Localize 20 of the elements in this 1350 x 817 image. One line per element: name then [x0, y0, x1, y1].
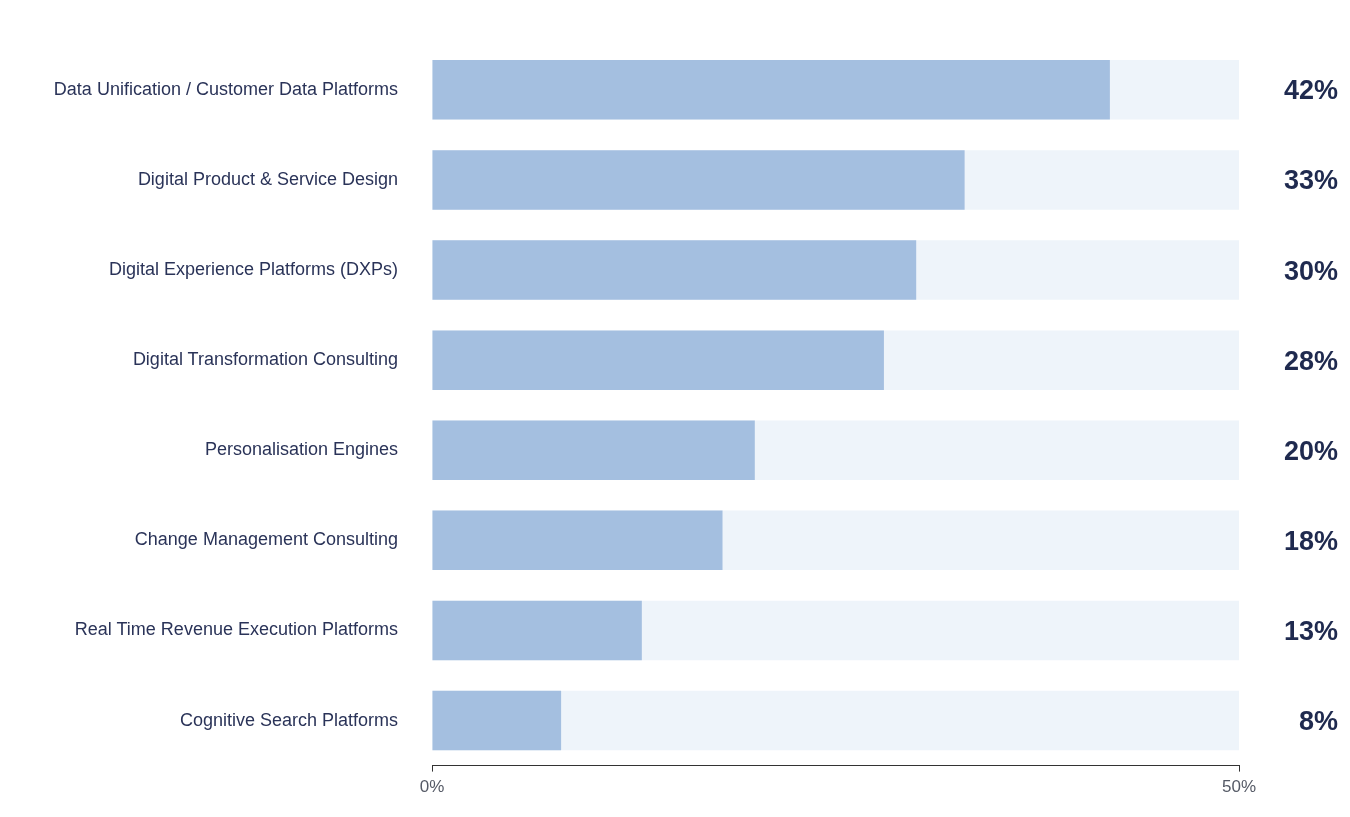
y-tick-label: Personalisation Engines: [204, 439, 398, 460]
data-label: 18%: [1283, 525, 1338, 556]
y-tick-label: Cognitive Search Platforms: [179, 709, 398, 730]
data-label: 13%: [1283, 615, 1338, 646]
data-label: 33%: [1283, 165, 1338, 196]
bar: [432, 690, 562, 751]
y-tick-label: Digital Transformation Consulting: [132, 349, 398, 370]
x-tick-label: 50%: [1221, 777, 1257, 797]
y-tick-label: Change Management Consulting: [134, 529, 398, 550]
y-tick-label: Data Unification / Customer Data Platforms: [53, 78, 398, 99]
y-tick-label: Digital Product & Service Design: [137, 168, 398, 189]
y-tick-label: Digital Experience Platforms (DXPs): [108, 259, 398, 280]
data-label: 20%: [1283, 435, 1338, 466]
bar: [432, 600, 642, 661]
data-label: 42%: [1283, 75, 1338, 106]
y-tick-label: Real Time Revenue Execution Platforms: [74, 619, 398, 640]
x-tick-label: 0%: [419, 777, 445, 797]
data-label: 28%: [1283, 345, 1338, 376]
data-label: 30%: [1283, 255, 1338, 286]
data-label: 8%: [1298, 706, 1338, 736]
